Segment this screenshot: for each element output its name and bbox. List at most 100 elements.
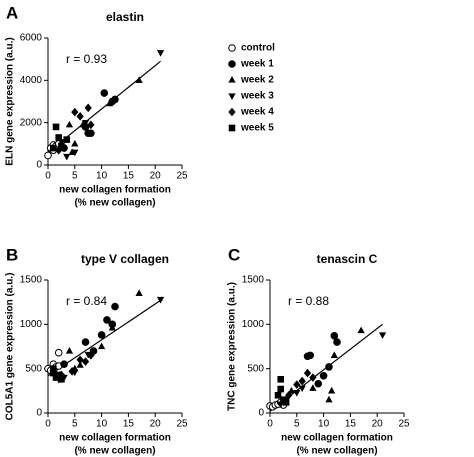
x-tick-label: 0 — [45, 171, 51, 182]
marker — [309, 384, 317, 391]
marker — [54, 348, 63, 357]
x-tick-label: 25 — [176, 419, 188, 430]
marker — [84, 103, 92, 113]
y-tick-label: 500 — [247, 363, 264, 374]
x-tick-label: 5 — [72, 171, 78, 182]
x-tick-label: 20 — [372, 419, 384, 430]
marker — [97, 331, 106, 339]
marker — [63, 136, 71, 143]
y-tick-label: 6000 — [20, 33, 43, 44]
marker — [156, 50, 165, 57]
legend-marker — [228, 44, 236, 52]
x-axis-label: (% new collagen) — [74, 198, 155, 209]
y-tick-label: 1500 — [20, 275, 43, 286]
marker — [76, 355, 84, 365]
marker — [108, 323, 116, 331]
marker — [76, 112, 84, 121]
marker — [58, 142, 65, 150]
y-tick-label: 0 — [36, 160, 42, 171]
y-tick-label: 2000 — [20, 117, 43, 128]
marker — [50, 144, 57, 152]
marker — [111, 95, 119, 104]
marker — [65, 346, 74, 354]
marker — [325, 395, 333, 403]
legend-marker — [228, 124, 236, 132]
chart-title: elastin — [106, 10, 144, 24]
panel-letter: A — [6, 3, 18, 22]
x-tick-label: 25 — [176, 171, 188, 182]
legend-marker — [228, 60, 236, 68]
marker — [71, 139, 79, 147]
chart-title: type V collagen — [81, 252, 169, 266]
y-tick-label: 1000 — [242, 319, 265, 330]
marker — [71, 149, 79, 157]
marker — [277, 376, 285, 383]
y-tick-label: 0 — [36, 408, 42, 419]
y-tick-label: 500 — [25, 363, 42, 374]
x-tick-label: 25 — [398, 419, 410, 430]
legend-label: week 5 — [240, 123, 274, 134]
marker — [87, 120, 95, 130]
marker — [65, 120, 74, 128]
marker — [328, 386, 336, 394]
annotation: r = 0.93 — [66, 52, 107, 66]
marker — [81, 357, 90, 366]
marker — [325, 363, 333, 371]
legend-marker — [228, 76, 236, 83]
x-tick-label: 5 — [72, 419, 78, 430]
marker — [282, 399, 290, 406]
marker — [52, 123, 60, 131]
marker — [44, 151, 52, 160]
chart-title: tenascin C — [317, 252, 378, 266]
marker — [298, 376, 306, 386]
y-axis-label: TNC gene expression (a.u.) — [227, 282, 238, 411]
y-axis-label: ELN gene expression (a.u.) — [5, 37, 16, 165]
marker — [285, 390, 293, 400]
marker — [287, 386, 296, 394]
marker — [309, 373, 317, 382]
x-tick-label: 20 — [150, 419, 162, 430]
annotation: r = 0.88 — [288, 294, 329, 308]
marker — [87, 129, 95, 138]
legend-label: week 2 — [240, 75, 274, 86]
x-tick-label: 0 — [45, 419, 51, 430]
marker — [293, 380, 301, 389]
x-tick-label: 10 — [96, 171, 108, 182]
marker — [71, 107, 79, 117]
marker — [97, 342, 106, 350]
x-tick-label: 15 — [123, 419, 135, 430]
marker — [156, 296, 165, 304]
legend-label: week 1 — [240, 59, 274, 70]
marker — [135, 76, 143, 83]
marker — [330, 332, 339, 340]
x-tick-label: 0 — [267, 419, 273, 430]
marker — [306, 351, 315, 360]
marker — [79, 120, 87, 128]
x-axis-label: (% new collagen) — [74, 446, 155, 457]
x-axis-label: new collagen formation — [59, 185, 171, 196]
legend-marker — [228, 107, 236, 117]
legend-label: control — [241, 43, 275, 54]
y-tick-label: 1000 — [20, 319, 43, 330]
marker — [333, 338, 341, 346]
y-tick-label: 4000 — [20, 75, 43, 86]
marker — [100, 89, 109, 97]
marker — [58, 376, 65, 383]
x-axis-label: (% new collagen) — [296, 446, 377, 457]
marker — [81, 338, 90, 346]
y-tick-label: 1500 — [242, 275, 265, 286]
x-tick-label: 20 — [150, 171, 162, 182]
marker — [293, 389, 301, 397]
panel-letter: B — [6, 245, 18, 264]
y-tick-label: 0 — [258, 408, 264, 419]
marker — [303, 368, 312, 378]
marker — [357, 326, 365, 334]
x-axis-label: new collagen formation — [59, 433, 171, 444]
marker — [106, 99, 114, 107]
legend-label: week 3 — [240, 91, 274, 102]
x-tick-label: 10 — [318, 419, 330, 430]
marker — [103, 316, 111, 324]
marker — [314, 379, 323, 388]
panel-letter: C — [228, 245, 240, 264]
